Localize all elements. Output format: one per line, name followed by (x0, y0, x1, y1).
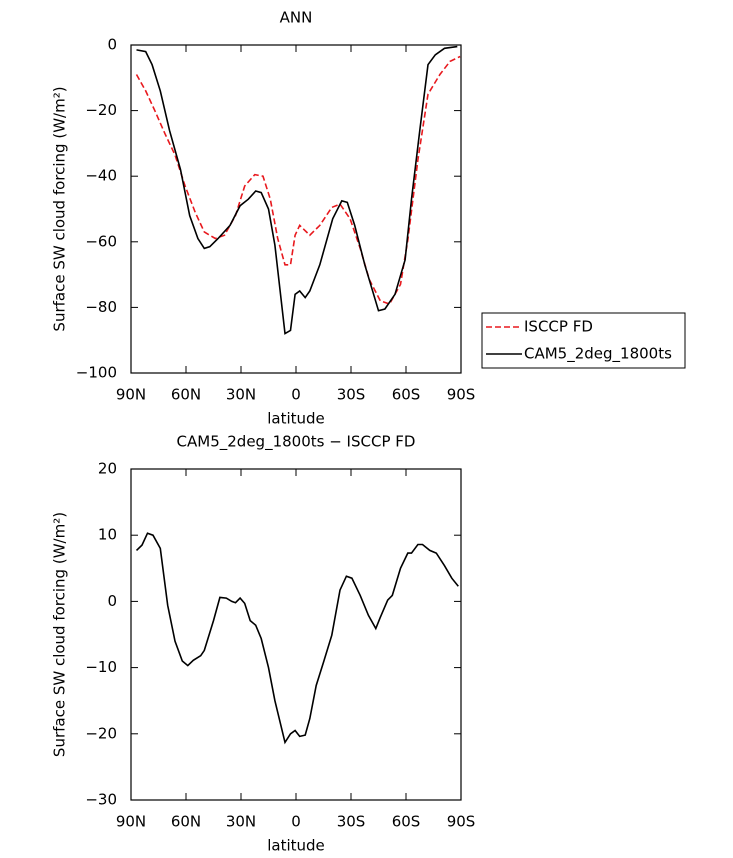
y-tick-label: −40 (85, 167, 117, 185)
legend-label: CAM5_2deg_1800ts (524, 345, 672, 364)
x-axis-label: latitude (267, 410, 325, 428)
y-tick-label: −30 (85, 791, 117, 809)
chart-title: CAM5_2deg_1800ts − ISCCP FD (177, 433, 416, 452)
x-tick-label: 0 (291, 813, 301, 831)
x-tick-label: 60N (171, 813, 201, 831)
chart-title: ANN (280, 9, 313, 27)
x-tick-label: 30S (337, 386, 366, 404)
y-tick-label: 0 (107, 592, 117, 610)
y-tick-label: 20 (98, 460, 117, 478)
y-axis-label: Surface SW cloud forcing (W/m²) (51, 86, 69, 331)
y-tick-label: −100 (76, 364, 117, 382)
data-line (135, 55, 461, 306)
x-tick-label: 30N (226, 813, 256, 831)
x-tick-label: 90N (116, 813, 146, 831)
x-tick-label: 30N (226, 386, 256, 404)
y-tick-label: 0 (107, 36, 117, 54)
x-tick-label: 60N (171, 386, 201, 404)
y-tick-label: −80 (85, 298, 117, 316)
data-line (136, 45, 458, 335)
x-tick-label: 0 (291, 386, 301, 404)
y-tick-label: −20 (85, 724, 117, 742)
legend-box (481, 312, 686, 369)
y-tick-label: −20 (85, 101, 117, 119)
x-tick-label: 90N (116, 386, 146, 404)
x-tick-label: 60S (392, 386, 421, 404)
y-tick-label: 10 (98, 526, 117, 544)
y-tick-label: −10 (85, 658, 117, 676)
data-line (135, 532, 459, 745)
plot-frame (130, 44, 462, 374)
x-tick-label: 90S (447, 386, 476, 404)
x-axis-label: latitude (267, 837, 325, 855)
plot-frame (130, 468, 462, 801)
x-tick-label: 30S (337, 813, 366, 831)
x-tick-label: 90S (447, 813, 476, 831)
y-tick-label: −60 (85, 232, 117, 250)
x-tick-label: 60S (392, 813, 421, 831)
legend-label: ISCCP FD (524, 318, 593, 336)
y-axis-label: Surface SW cloud forcing (W/m²) (51, 512, 69, 757)
